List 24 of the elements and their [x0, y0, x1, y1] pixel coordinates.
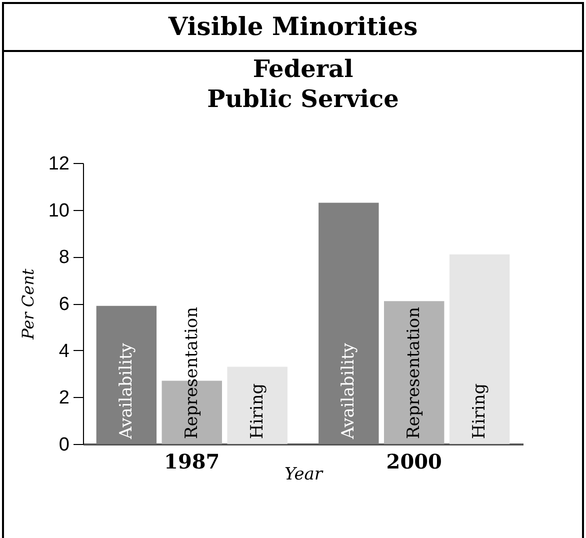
text: Availability — [338, 343, 359, 439]
bar — [449, 254, 510, 444]
bar — [227, 366, 288, 444]
y-tick-label: 8 — [58, 247, 70, 268]
series-label: Availability — [116, 342, 136, 440]
x-axis-title: Year — [284, 464, 324, 484]
x-tick-label: 1987 — [164, 450, 220, 474]
text: Representation — [404, 306, 424, 439]
text: Hiring — [470, 383, 490, 439]
y-tick-label: 2 — [58, 388, 70, 409]
bar — [96, 306, 157, 444]
y-tick-label: 4 — [58, 340, 70, 362]
bar — [384, 301, 444, 444]
y-axis-title: Per Cent — [18, 268, 38, 340]
y-tick-label: 6 — [58, 294, 70, 315]
chart-title: Visible Minorities — [4, 4, 582, 52]
x-tick-label: 2000 — [386, 450, 442, 474]
bar — [318, 202, 379, 444]
y-tick-label: 0 — [58, 434, 70, 456]
chart-subtitle: Federal Public Service — [207, 54, 399, 113]
text: Representation — [182, 306, 202, 439]
y-tick-label: 12 — [48, 154, 70, 174]
series-label: Hiring — [247, 383, 268, 439]
y-tick-label: 10 — [48, 200, 70, 222]
